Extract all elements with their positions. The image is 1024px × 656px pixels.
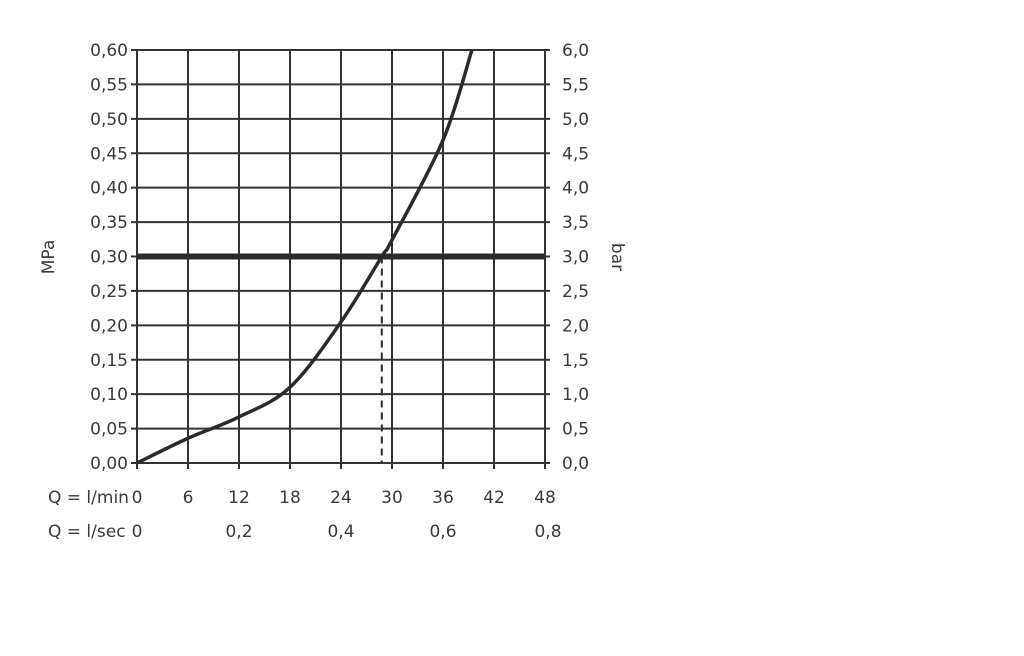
y-right-tick-label: 3,5 (562, 213, 589, 233)
x2-tick-label: 0,2 (225, 522, 252, 542)
x-tick-label: 18 (279, 488, 301, 508)
y-right-tick-label: 0,5 (562, 420, 589, 440)
tick-labels: 0 6 12 18 24 30 36 42 48 0 0,2 0,4 0,6 0,8 0,00 0,0 0,05… (90, 41, 589, 542)
x-tick-label: 24 (330, 488, 352, 508)
y-right-tick-label: 1,0 (562, 385, 589, 405)
x-tick-label: 30 (381, 488, 403, 508)
y-tick-label: 0,45 (90, 144, 128, 164)
x2-tick-label: 0,8 (534, 522, 561, 542)
x-axis-secondary-label: Q = l/sec (48, 522, 126, 542)
y-right-tick-label: 2,5 (562, 282, 589, 302)
y-axis-label: MPa (39, 240, 59, 275)
x2-tick-label: 0,4 (327, 522, 354, 542)
y-tick-label: 0,40 (90, 179, 128, 199)
x2-tick-label: 0 (132, 522, 143, 542)
x2-tick-label: 0,6 (429, 522, 456, 542)
y-tick-label: 0,00 (90, 454, 128, 474)
y-right-tick-label: 4,5 (562, 144, 589, 164)
y-right-tick-label: 6,0 (562, 41, 589, 61)
y-tick-label: 0,15 (90, 351, 128, 371)
y-right-tick-label: 0,0 (562, 454, 589, 474)
x-tick-label: 6 (183, 488, 194, 508)
y-tick-label: 0,10 (90, 385, 128, 405)
y-tick-label: 0,20 (90, 316, 128, 336)
series-line (136, 49, 474, 465)
y-right-tick-label: 1,5 (562, 351, 589, 371)
y-tick-label: 0,50 (90, 110, 128, 130)
y-tick-label: 0,35 (90, 213, 128, 233)
y-right-tick-label: 5,0 (562, 110, 589, 130)
x-tick-label: 36 (432, 488, 454, 508)
x-tick-label: 48 (534, 488, 556, 508)
y-tick-label: 0,25 (90, 282, 128, 302)
x-tick-label: 42 (483, 488, 505, 508)
y-right-tick-label: 4,0 (562, 179, 589, 199)
x-tick-label: 0 (132, 488, 143, 508)
y-axis-right-label: bar (607, 243, 627, 271)
y-tick-label: 0,55 (90, 75, 128, 95)
y-right-tick-label: 5,5 (562, 75, 589, 95)
y-right-tick-label: 2,0 (562, 316, 589, 336)
x-tick-label: 12 (228, 488, 250, 508)
y-tick-label: 0,05 (90, 420, 128, 440)
marks (136, 49, 545, 465)
x-axis-label: Q = l/min (48, 488, 129, 508)
y-tick-label: 0,60 (90, 41, 128, 61)
y-tick-label: 0,30 (90, 248, 128, 268)
y-right-tick-label: 3,0 (562, 248, 589, 268)
